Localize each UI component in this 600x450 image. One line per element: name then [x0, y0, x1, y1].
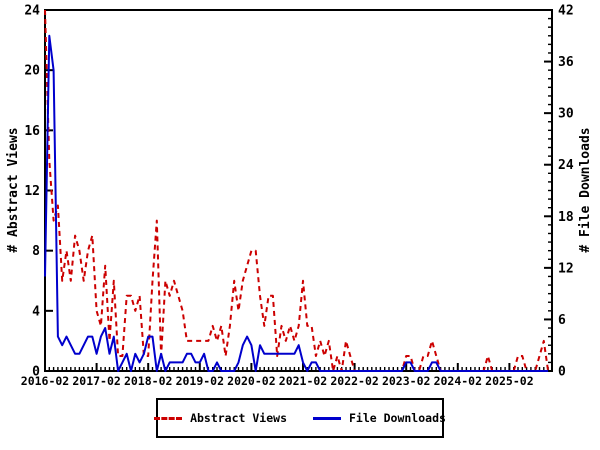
y-right-tick-label: 18: [558, 210, 574, 225]
y-left-tick-label: 0: [32, 365, 40, 380]
y-axis-title-left: # Abstract Views: [6, 127, 21, 253]
x-tick-label: 2020-02: [227, 374, 275, 388]
x-tick-label: 2023-02: [382, 374, 430, 388]
y-right-tick-label: 24: [558, 158, 574, 173]
x-tick-label: 2025-02: [485, 374, 533, 388]
x-tick-label: 2024-02: [434, 374, 482, 388]
y-left-tick-label: 16: [24, 124, 40, 139]
y-right-tick-label: 6: [558, 313, 566, 328]
x-tick-label: 2018-02: [124, 374, 172, 388]
x-tick-label: 2022-02: [330, 374, 378, 388]
x-tick-label: 2019-02: [176, 374, 224, 388]
y-axis-title-right: # File Downloads: [578, 127, 593, 253]
x-tick-label: 2017-02: [72, 374, 120, 388]
y-left-tick-label: 12: [24, 184, 40, 199]
dashed-line-swatch-icon: [154, 416, 183, 420]
plot-border: [44, 9, 553, 372]
legend: Abstract Views File Downloads: [154, 398, 446, 438]
legend-label-file-downloads: File Downloads: [349, 411, 446, 425]
y-right-tick-label: 12: [558, 261, 574, 276]
y-right-tick-label: 42: [558, 4, 574, 19]
legend-item-abstract-views: Abstract Views: [154, 411, 287, 425]
solid-line-swatch-icon: [313, 416, 341, 420]
x-tick-label: 2016-02: [21, 374, 69, 388]
y-left-tick-label: 4: [32, 304, 40, 319]
y-right-tick-label: 0: [558, 365, 566, 380]
series-line-abstract-views: [44, 9, 550, 372]
series-line-file-downloads: [44, 34, 549, 372]
x-tick-label: 2021-02: [279, 374, 327, 388]
y-left-tick-label: 24: [24, 4, 40, 19]
y-left-tick-label: 8: [32, 244, 40, 259]
y-left-tick-label: 20: [24, 64, 40, 79]
legend-item-file-downloads: File Downloads: [313, 411, 446, 425]
y-right-tick-label: 30: [558, 107, 574, 122]
y-right-tick-label: 36: [558, 55, 574, 70]
legend-label-abstract-views: Abstract Views: [190, 411, 287, 425]
